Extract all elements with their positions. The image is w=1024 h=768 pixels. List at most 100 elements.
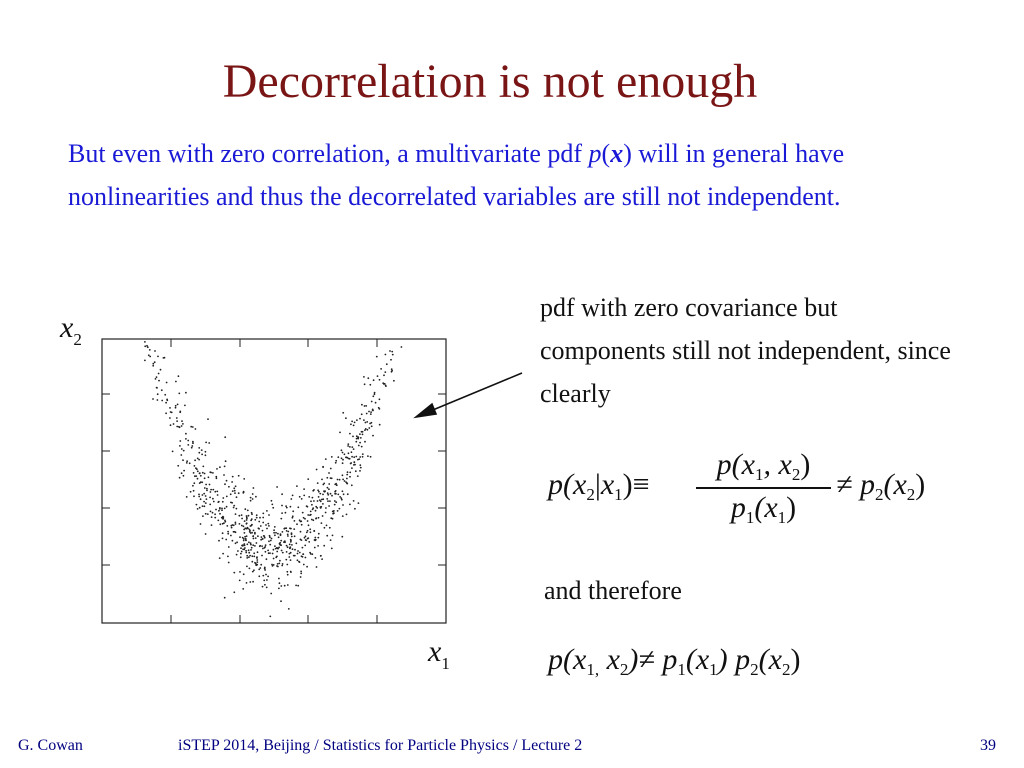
scatter-point — [226, 525, 229, 527]
scatter-point — [230, 534, 232, 537]
scatter-point — [227, 555, 229, 558]
scatter-point — [239, 571, 241, 573]
scatter-point — [238, 579, 241, 582]
scatter-point — [243, 538, 245, 540]
scatter-point — [267, 522, 270, 525]
page-number: 39 — [980, 737, 996, 754]
scatter-point — [293, 528, 296, 530]
scatter-point — [359, 466, 362, 469]
scatter-point — [211, 511, 214, 514]
scatter-point — [144, 345, 147, 348]
scatter-point — [290, 532, 293, 535]
scatter-point — [265, 573, 267, 576]
scatter-point — [254, 518, 257, 521]
scatter-point — [302, 563, 305, 566]
scatter-point — [242, 492, 245, 494]
scatter-point — [284, 527, 286, 530]
scatter-point — [370, 421, 373, 424]
scatter-point — [280, 544, 282, 547]
scatter-point — [328, 505, 330, 507]
scatter-point — [303, 536, 306, 539]
scatter-point — [297, 550, 299, 552]
scatter-point — [155, 376, 158, 378]
scatter-point — [268, 540, 270, 543]
scatter-point — [262, 574, 265, 577]
scatter-point — [185, 438, 187, 440]
eq1-fraction: p(x1, x2) p1(x1) — [696, 448, 831, 528]
scatter-point — [188, 462, 191, 465]
scatter-point — [274, 534, 276, 537]
conditional-pdf-equation: p(x2|x1)≡ p(x1, x2) p1(x1) ≠ p2(x2) — [548, 448, 968, 528]
scatter-point — [259, 516, 261, 519]
scatter-point — [198, 447, 201, 449]
scatter-point — [242, 573, 245, 576]
scatter-point — [265, 558, 268, 561]
scatter-point — [158, 379, 160, 382]
scatter-point — [241, 536, 244, 539]
scatter-point — [237, 550, 239, 552]
scatter-point — [206, 487, 208, 490]
scatter-point — [178, 392, 181, 395]
scatter-point — [341, 515, 344, 517]
scatter-point — [350, 484, 353, 487]
scatter-point — [260, 563, 263, 566]
scatter-point — [267, 575, 269, 578]
scatter-point — [254, 532, 256, 535]
scatter-point — [191, 426, 194, 428]
scatter-point — [346, 477, 348, 480]
scatter-point — [204, 454, 207, 457]
scatter-point — [156, 387, 158, 389]
scatter-point — [345, 456, 347, 459]
scatter-point — [201, 494, 204, 496]
scatter-point — [236, 541, 239, 544]
scatter-point — [146, 344, 148, 347]
scatter-point — [245, 535, 248, 537]
scatter-point — [287, 530, 290, 533]
scatter-point — [346, 493, 349, 496]
scatter-point — [270, 592, 273, 595]
therefore-text: and therefore — [544, 576, 682, 605]
scatter-point — [250, 549, 252, 551]
scatter-point — [241, 517, 244, 520]
scatter-point — [289, 551, 292, 554]
scatter-point — [253, 552, 256, 555]
scatter-point — [256, 563, 259, 566]
scatter-point — [152, 364, 155, 367]
scatter-point — [296, 559, 299, 562]
scatter-point — [222, 552, 225, 555]
scatter-point — [260, 538, 262, 541]
scatter-point — [359, 464, 362, 467]
scatter-point — [296, 552, 299, 555]
scatter-point — [278, 582, 281, 585]
scatter-point — [196, 457, 199, 460]
scatter-point — [217, 500, 220, 503]
scatter-point — [350, 423, 352, 426]
scatter-point — [194, 475, 196, 478]
footer-course: iSTEP 2014, Beijing / Statistics for Par… — [178, 737, 583, 754]
scatter-point — [306, 537, 309, 540]
scatter-point — [285, 530, 288, 532]
scatter-point — [240, 550, 243, 553]
scatter-point — [270, 499, 273, 502]
scatter-point — [252, 529, 255, 532]
scatter-point — [252, 535, 255, 537]
scatter-point — [246, 543, 249, 546]
scatter-point — [271, 563, 273, 566]
scatter-point — [328, 488, 330, 491]
scatter-point — [304, 544, 307, 547]
scatter-point — [311, 553, 314, 556]
scatter-point — [245, 522, 248, 525]
scatter-point — [261, 545, 263, 547]
scatter-point — [219, 512, 221, 515]
scatter-point — [176, 403, 179, 406]
scatter-point — [310, 518, 313, 521]
fraction-bar — [696, 487, 831, 489]
scatter-point — [223, 522, 225, 525]
scatter-point — [329, 539, 332, 541]
scatter-point — [261, 554, 263, 557]
scatter-point — [233, 571, 236, 574]
scatter-point — [222, 518, 224, 520]
scatter-point — [273, 531, 275, 534]
scatter-point — [297, 506, 300, 509]
scatter-point — [272, 548, 275, 551]
